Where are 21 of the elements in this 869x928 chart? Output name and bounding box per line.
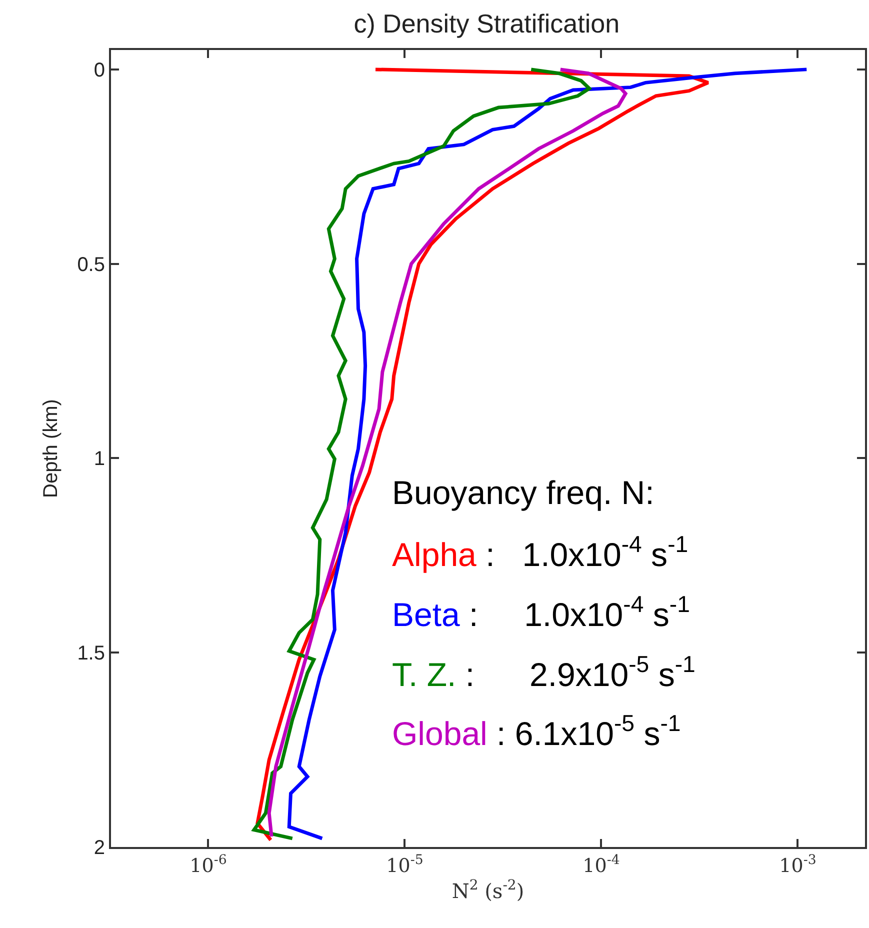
text: T. Z. (392, 656, 456, 693)
x-tick-label: 10$^{-4}$ (582, 852, 620, 877)
annotation: : 1.0x10$^{-4}$ s$^{-1}$ (486, 531, 688, 573)
chart-title: c) Density Stratification (354, 8, 620, 38)
y-axis-title: Depth (km) (40, 399, 62, 498)
x-tick-label: 10$^{-3}$ (779, 852, 816, 877)
x-axis-title: N$^{2}$ (s$^{-2}$) (452, 877, 524, 903)
series-label: Beta (392, 596, 461, 633)
annotation: Buoyancy freq. N: (392, 474, 654, 511)
annotation: : 6.1x10$^{-5}$ s$^{-1}$ (496, 710, 681, 752)
y-tick-label: 0.5 (77, 254, 105, 276)
x-tick-label: 10$^{-6}$ (190, 852, 227, 877)
x-tick-label: 10$^{-5}$ (386, 852, 424, 877)
annotation: : 1.0x10$^{-4}$ s$^{-1}$ (469, 591, 690, 633)
y-tick-label: 2 (94, 837, 105, 859)
text: Global (392, 714, 488, 752)
y-tick-label: 0 (94, 59, 105, 82)
y-tick-label: 1 (94, 448, 105, 470)
annotation: : 2.9x10$^{-5}$ s$^{-1}$ (465, 651, 696, 693)
y-tick-label: 1.5 (77, 642, 105, 665)
series-label: Alpha (392, 536, 478, 573)
